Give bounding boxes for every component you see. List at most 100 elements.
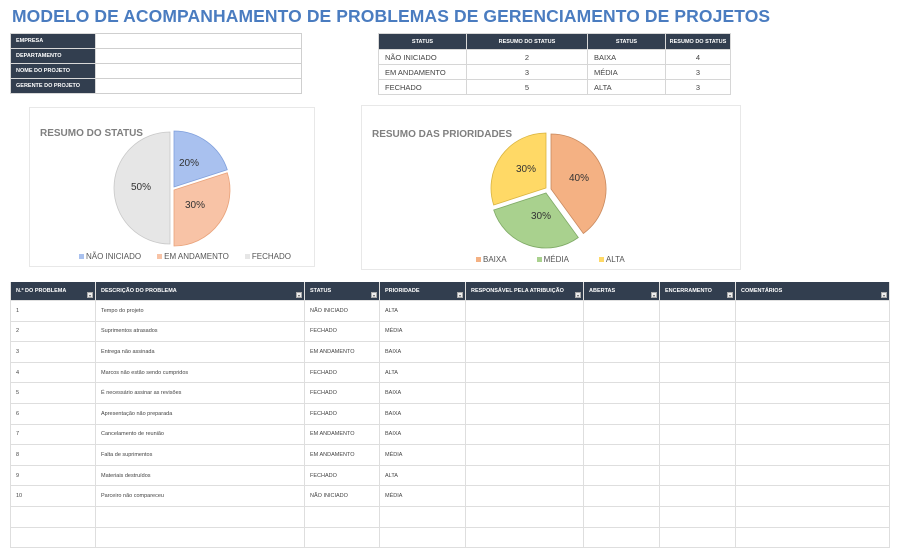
filter-dropdown-icon[interactable]	[651, 292, 657, 298]
priority-chart[interactable]: RESUMO DAS PRIORIDADES 40% 30% 30% BAIXA…	[361, 105, 741, 270]
issue-description[interactable]: Marcos não estão sendo cumpridos	[95, 361, 305, 384]
issue-priority[interactable]: ALTA	[379, 464, 466, 487]
priority-count[interactable]: 3	[665, 64, 731, 80]
issue-number[interactable]	[10, 505, 96, 528]
issue-comments[interactable]	[735, 300, 890, 322]
issue-priority[interactable]: BAIXA	[379, 402, 466, 425]
status-count[interactable]: 5	[466, 79, 588, 95]
issue-closing[interactable]	[659, 485, 736, 507]
col-header-status[interactable]: STATUS	[304, 282, 380, 301]
issue-assignee[interactable]	[465, 505, 584, 528]
issue-number[interactable]: 2	[10, 320, 96, 343]
issue-opened[interactable]	[583, 341, 660, 363]
issue-assignee[interactable]	[465, 526, 584, 549]
filter-dropdown-icon[interactable]	[727, 292, 733, 298]
issue-opened[interactable]	[583, 444, 660, 466]
issue-comments[interactable]	[735, 402, 890, 425]
issue-priority[interactable]: BAIXA	[379, 382, 466, 404]
issue-closing[interactable]	[659, 505, 736, 528]
issue-comments[interactable]	[735, 341, 890, 363]
issue-status[interactable]: EM ANDAMENTO	[304, 444, 380, 466]
issue-assignee[interactable]	[465, 300, 584, 322]
issue-status[interactable]: EM ANDAMENTO	[304, 341, 380, 363]
issue-assignee[interactable]	[465, 464, 584, 487]
issue-comments[interactable]	[735, 320, 890, 343]
issue-comments[interactable]	[735, 464, 890, 487]
issue-status[interactable]: FECHADO	[304, 361, 380, 384]
issue-description[interactable]: Parceiro não compareceu	[95, 485, 305, 507]
filter-dropdown-icon[interactable]	[881, 292, 887, 298]
priority-name[interactable]: MÉDIA	[587, 64, 666, 80]
project-name-field[interactable]	[95, 63, 302, 79]
issue-status[interactable]: FECHADO	[304, 382, 380, 404]
issue-closing[interactable]	[659, 464, 736, 487]
filter-dropdown-icon[interactable]	[87, 292, 93, 298]
issue-number[interactable]: 3	[10, 341, 96, 363]
issue-priority[interactable]: MÉDIA	[379, 320, 466, 343]
issue-status[interactable]: FECHADO	[304, 402, 380, 425]
issue-status[interactable]	[304, 526, 380, 549]
issue-status[interactable]: NÃO INICIADO	[304, 300, 380, 322]
issue-opened[interactable]	[583, 526, 660, 549]
department-field[interactable]	[95, 48, 302, 64]
issue-closing[interactable]	[659, 320, 736, 343]
issue-number[interactable]: 5	[10, 382, 96, 404]
col-header-closing[interactable]: ENCERRAMENTO	[659, 282, 736, 301]
issue-number[interactable]: 8	[10, 444, 96, 466]
issue-priority[interactable]: MÉDIA	[379, 485, 466, 507]
issue-assignee[interactable]	[465, 485, 584, 507]
col-header-issue-number[interactable]: N.º DO PROBLEMA	[10, 282, 96, 301]
col-header-comments[interactable]: COMENTÁRIOS	[735, 282, 890, 301]
issue-assignee[interactable]	[465, 423, 584, 446]
company-field[interactable]	[95, 33, 302, 49]
status-name[interactable]: NÃO INICIADO	[378, 49, 467, 65]
issue-status[interactable]	[304, 505, 380, 528]
issue-opened[interactable]	[583, 505, 660, 528]
issue-opened[interactable]	[583, 382, 660, 404]
issue-description[interactable]: Apresentação não preparada	[95, 402, 305, 425]
issue-priority[interactable]: BAIXA	[379, 423, 466, 446]
issue-opened[interactable]	[583, 485, 660, 507]
issue-assignee[interactable]	[465, 361, 584, 384]
issue-number[interactable]: 10	[10, 485, 96, 507]
issue-comments[interactable]	[735, 505, 890, 528]
issue-closing[interactable]	[659, 444, 736, 466]
issue-number[interactable]: 4	[10, 361, 96, 384]
issue-opened[interactable]	[583, 464, 660, 487]
col-header-priority[interactable]: PRIORIDADE	[379, 282, 466, 301]
col-header-description[interactable]: DESCRIÇÃO DO PROBLEMA	[95, 282, 305, 301]
project-manager-field[interactable]	[95, 78, 302, 94]
issue-closing[interactable]	[659, 423, 736, 446]
issue-assignee[interactable]	[465, 402, 584, 425]
issue-description[interactable]: Cancelamento de reunião	[95, 423, 305, 446]
filter-dropdown-icon[interactable]	[371, 292, 377, 298]
priority-count[interactable]: 4	[665, 49, 731, 65]
issue-opened[interactable]	[583, 423, 660, 446]
issue-closing[interactable]	[659, 402, 736, 425]
issue-description[interactable]: Materiais destruídos	[95, 464, 305, 487]
issue-comments[interactable]	[735, 485, 890, 507]
issue-closing[interactable]	[659, 361, 736, 384]
issue-description[interactable]	[95, 505, 305, 528]
filter-dropdown-icon[interactable]	[296, 292, 302, 298]
issue-closing[interactable]	[659, 300, 736, 322]
priority-count[interactable]: 3	[665, 79, 731, 95]
issue-number[interactable]: 1	[10, 300, 96, 322]
issue-number[interactable]: 9	[10, 464, 96, 487]
issue-status[interactable]: NÃO INICIADO	[304, 485, 380, 507]
issue-opened[interactable]	[583, 300, 660, 322]
issue-priority[interactable]: ALTA	[379, 300, 466, 322]
issue-assignee[interactable]	[465, 320, 584, 343]
status-name[interactable]: EM ANDAMENTO	[378, 64, 467, 80]
issue-priority[interactable]: ALTA	[379, 361, 466, 384]
issue-closing[interactable]	[659, 382, 736, 404]
issue-assignee[interactable]	[465, 341, 584, 363]
issue-opened[interactable]	[583, 402, 660, 425]
issue-opened[interactable]	[583, 361, 660, 384]
issue-description[interactable]: Falta de suprimentos	[95, 444, 305, 466]
status-count[interactable]: 2	[466, 49, 588, 65]
issue-description[interactable]: Tempo do projeto	[95, 300, 305, 322]
issue-number[interactable]: 7	[10, 423, 96, 446]
issue-priority[interactable]	[379, 505, 466, 528]
issue-description[interactable]	[95, 526, 305, 549]
